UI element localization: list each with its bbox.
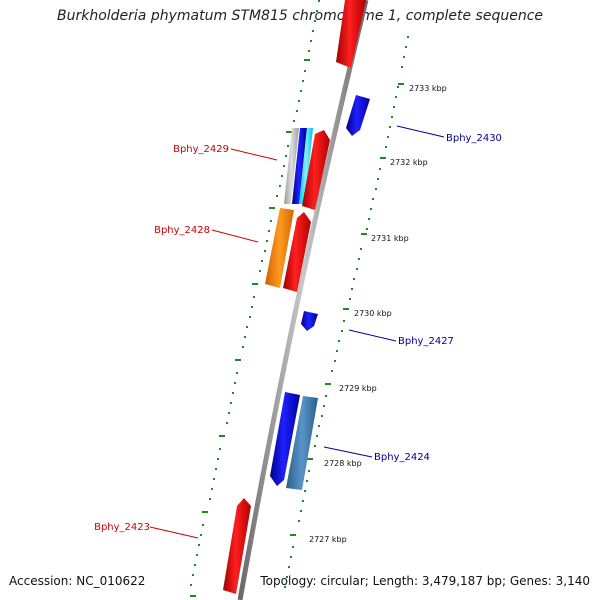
gene-arrow-bphy-2424-blue[interactable] [270,392,300,486]
outer-scale-ticks [290,83,404,536]
scale-tick-label: 2728 kbp [324,459,362,468]
label-leader-line [211,229,259,243]
label-leader-line [348,329,397,342]
genome-summary-text: Topology: circular; Length: 3,479,187 bp… [260,574,590,588]
gene-arrow-bphy-2429-red[interactable] [302,130,330,210]
label-leader-line [396,125,445,138]
gene-label[interactable]: Bphy_2430 [446,133,502,144]
outer-scale-dots [284,36,409,588]
scale-tick-label: 2727 kbp [309,535,347,544]
inner-scale-ticks [190,59,310,597]
gene-arrow-bphy-2423[interactable] [223,498,251,594]
scale-tick-label: 2733 kbp [409,84,447,93]
label-leader-line [230,148,278,161]
gene-arrow-bphy-2429-grey[interactable] [284,128,299,204]
inner-scale-dots [190,0,320,586]
scale-tick-label: 2729 kbp [339,384,377,393]
gene-label[interactable]: Bphy_2429 [173,144,229,155]
gene-arrow-bphy-2430[interactable] [346,95,370,136]
gene-arrow-bphy-2428-orange[interactable] [265,208,294,288]
gene-arrow-bphy-2429-blue[interactable] [292,128,307,204]
scale-tick-label: 2732 kbp [390,158,428,167]
label-leader-line [149,526,199,539]
gene-arrow-top[interactable] [336,0,366,68]
gene-arrow-bphy-2428-red[interactable] [283,212,311,292]
gene-arrow-bphy-2429-cyan[interactable] [299,128,313,204]
map-title: Burkholderia phymatum STM815 chromosome … [56,8,543,24]
chromosome-backbone [237,0,369,600]
gene-arrow-bphy-2424-steel[interactable] [286,396,318,490]
gene-arrow-bphy-2427[interactable] [301,311,318,331]
gene-label[interactable]: Bphy_2423 [94,522,150,533]
gene-label[interactable]: Bphy_2424 [374,452,430,463]
accession-text: Accession: NC_010622 [9,574,146,588]
scale-tick-label: 2731 kbp [371,234,409,243]
label-leader-line [323,446,373,458]
gene-label[interactable]: Bphy_2428 [154,225,210,236]
gene-label[interactable]: Bphy_2427 [398,336,454,347]
scale-tick-label: 2730 kbp [354,309,392,318]
